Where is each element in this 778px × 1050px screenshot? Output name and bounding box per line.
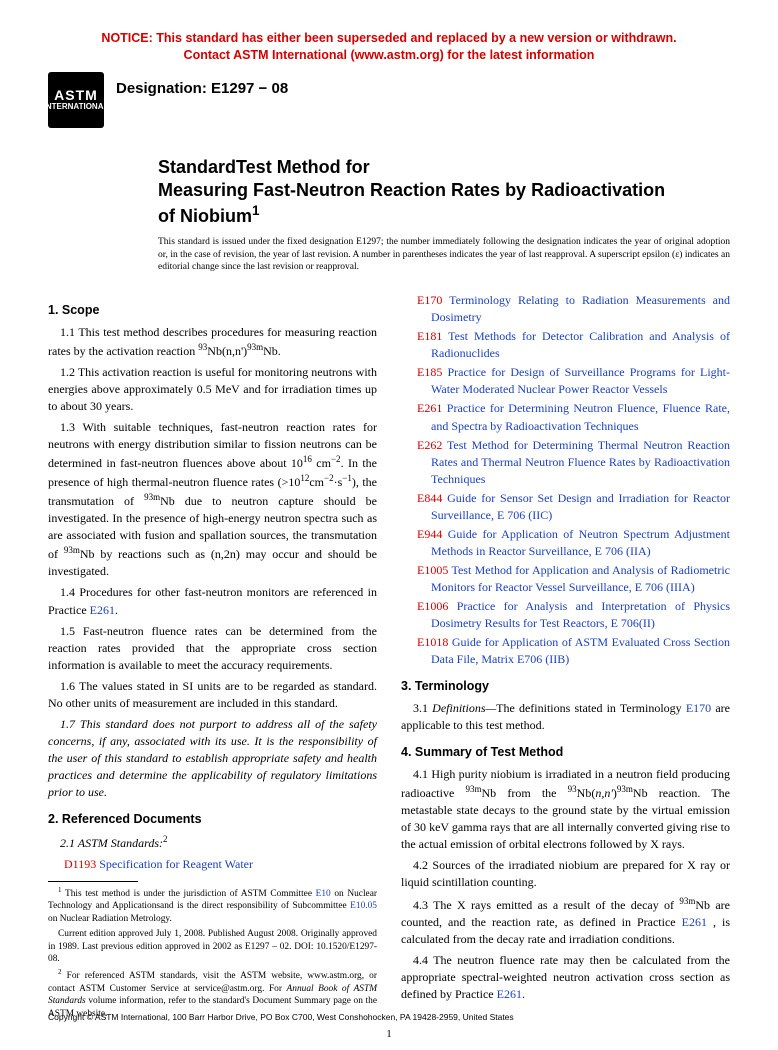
copyright-line: Copyright © ASTM International, 100 Barr… <box>48 1012 514 1022</box>
footnote-1b: Current edition approved July 1, 2008. P… <box>48 928 377 966</box>
scope-heading: 1. Scope <box>48 302 377 320</box>
right-column: E170 Terminology Relating to Radiation M… <box>401 292 730 1023</box>
para-2-1: 2.1 ASTM Standards:2 <box>48 833 377 852</box>
astm-logo: ASTM INTERNATIONAL <box>48 72 104 128</box>
para-3-1: 3.1 Definitions—The definitions stated i… <box>401 700 730 734</box>
link-e170[interactable]: E170 <box>686 701 711 715</box>
header-row: ASTM INTERNATIONAL Designation: E1297 − … <box>48 72 730 128</box>
link-e261-b[interactable]: E261 <box>682 915 707 929</box>
ref-d1193: D1193 Specification for Reagent Water <box>48 856 377 873</box>
ref-e262: E262 Test Method for Determining Thermal… <box>401 437 730 488</box>
title-block: StandardTest Method for Measuring Fast-N… <box>158 156 730 228</box>
ref-e1005: E1005 Test Method for Application and An… <box>401 562 730 596</box>
para-4-1: 4.1 High purity niobium is irradiated in… <box>401 766 730 853</box>
ref-e944: E944 Guide for Application of Neutron Sp… <box>401 526 730 560</box>
para-1-4: 1.4 Procedures for other fast-neutron mo… <box>48 584 377 618</box>
notice-line1: NOTICE: This standard has either been su… <box>101 31 676 45</box>
notice-line2: Contact ASTM International (www.astm.org… <box>184 48 595 62</box>
ref-e1006: E1006 Practice for Analysis and Interpre… <box>401 598 730 632</box>
para-1-1: 1.1 This test method describes procedure… <box>48 324 377 360</box>
body-columns: 1. Scope 1.1 This test method describes … <box>48 292 730 1023</box>
para-1-7: 1.7 This standard does not purport to ad… <box>48 716 377 801</box>
title-line1: StandardTest Method for <box>158 156 730 179</box>
link-e10[interactable]: E10 <box>316 889 331 899</box>
link-e10-05[interactable]: E10.05 <box>350 901 377 911</box>
para-1-2: 1.2 This activation reaction is useful f… <box>48 364 377 415</box>
para-1-5: 1.5 Fast-neutron fluence rates can be de… <box>48 623 377 674</box>
left-column: 1. Scope 1.1 This test method describes … <box>48 292 377 1023</box>
logo-bottom: INTERNATIONAL <box>44 103 109 112</box>
ref-title[interactable]: Specification for Reagent Water <box>99 857 253 871</box>
ref-e185: E185 Practice for Design of Surveillance… <box>401 364 730 398</box>
designation: Designation: E1297 − 08 <box>116 72 288 97</box>
terminology-heading: 3. Terminology <box>401 678 730 696</box>
ref-e181: E181 Test Methods for Detector Calibrati… <box>401 328 730 362</box>
notice-banner: NOTICE: This standard has either been su… <box>48 30 730 64</box>
footnote-rule <box>48 881 138 882</box>
issue-note: This standard is issued under the fixed … <box>158 236 730 274</box>
para-4-2: 4.2 Sources of the irradiated niobium ar… <box>401 857 730 891</box>
page-number: 1 <box>0 1028 778 1040</box>
para-1-3: 1.3 With suitable techniques, fast-neutr… <box>48 419 377 580</box>
footnote-1: 1 This test method is under the jurisdic… <box>48 886 377 926</box>
title-line3: of Niobium1 <box>158 202 730 228</box>
ref-e170: E170 Terminology Relating to Radiation M… <box>401 292 730 326</box>
link-e261[interactable]: E261 <box>90 603 115 617</box>
ref-id[interactable]: D1193 <box>64 857 96 871</box>
ref-e844: E844 Guide for Sensor Set Design and Irr… <box>401 490 730 524</box>
para-1-6: 1.6 The values stated in SI units are to… <box>48 678 377 712</box>
link-e261-c[interactable]: E261 <box>497 987 522 1001</box>
logo-top: ASTM <box>54 88 98 103</box>
ref-e1018: E1018 Guide for Application of ASTM Eval… <box>401 634 730 668</box>
ref-e261: E261 Practice for Determining Neutron Fl… <box>401 400 730 434</box>
summary-heading: 4. Summary of Test Method <box>401 744 730 762</box>
para-4-4: 4.4 The neutron fluence rate may then be… <box>401 952 730 1003</box>
page: NOTICE: This standard has either been su… <box>0 0 778 1050</box>
refdocs-heading: 2. Referenced Documents <box>48 811 377 829</box>
para-4-3: 4.3 The X rays emitted as a result of th… <box>401 895 730 948</box>
title-line2: Measuring Fast-Neutron Reaction Rates by… <box>158 179 730 202</box>
